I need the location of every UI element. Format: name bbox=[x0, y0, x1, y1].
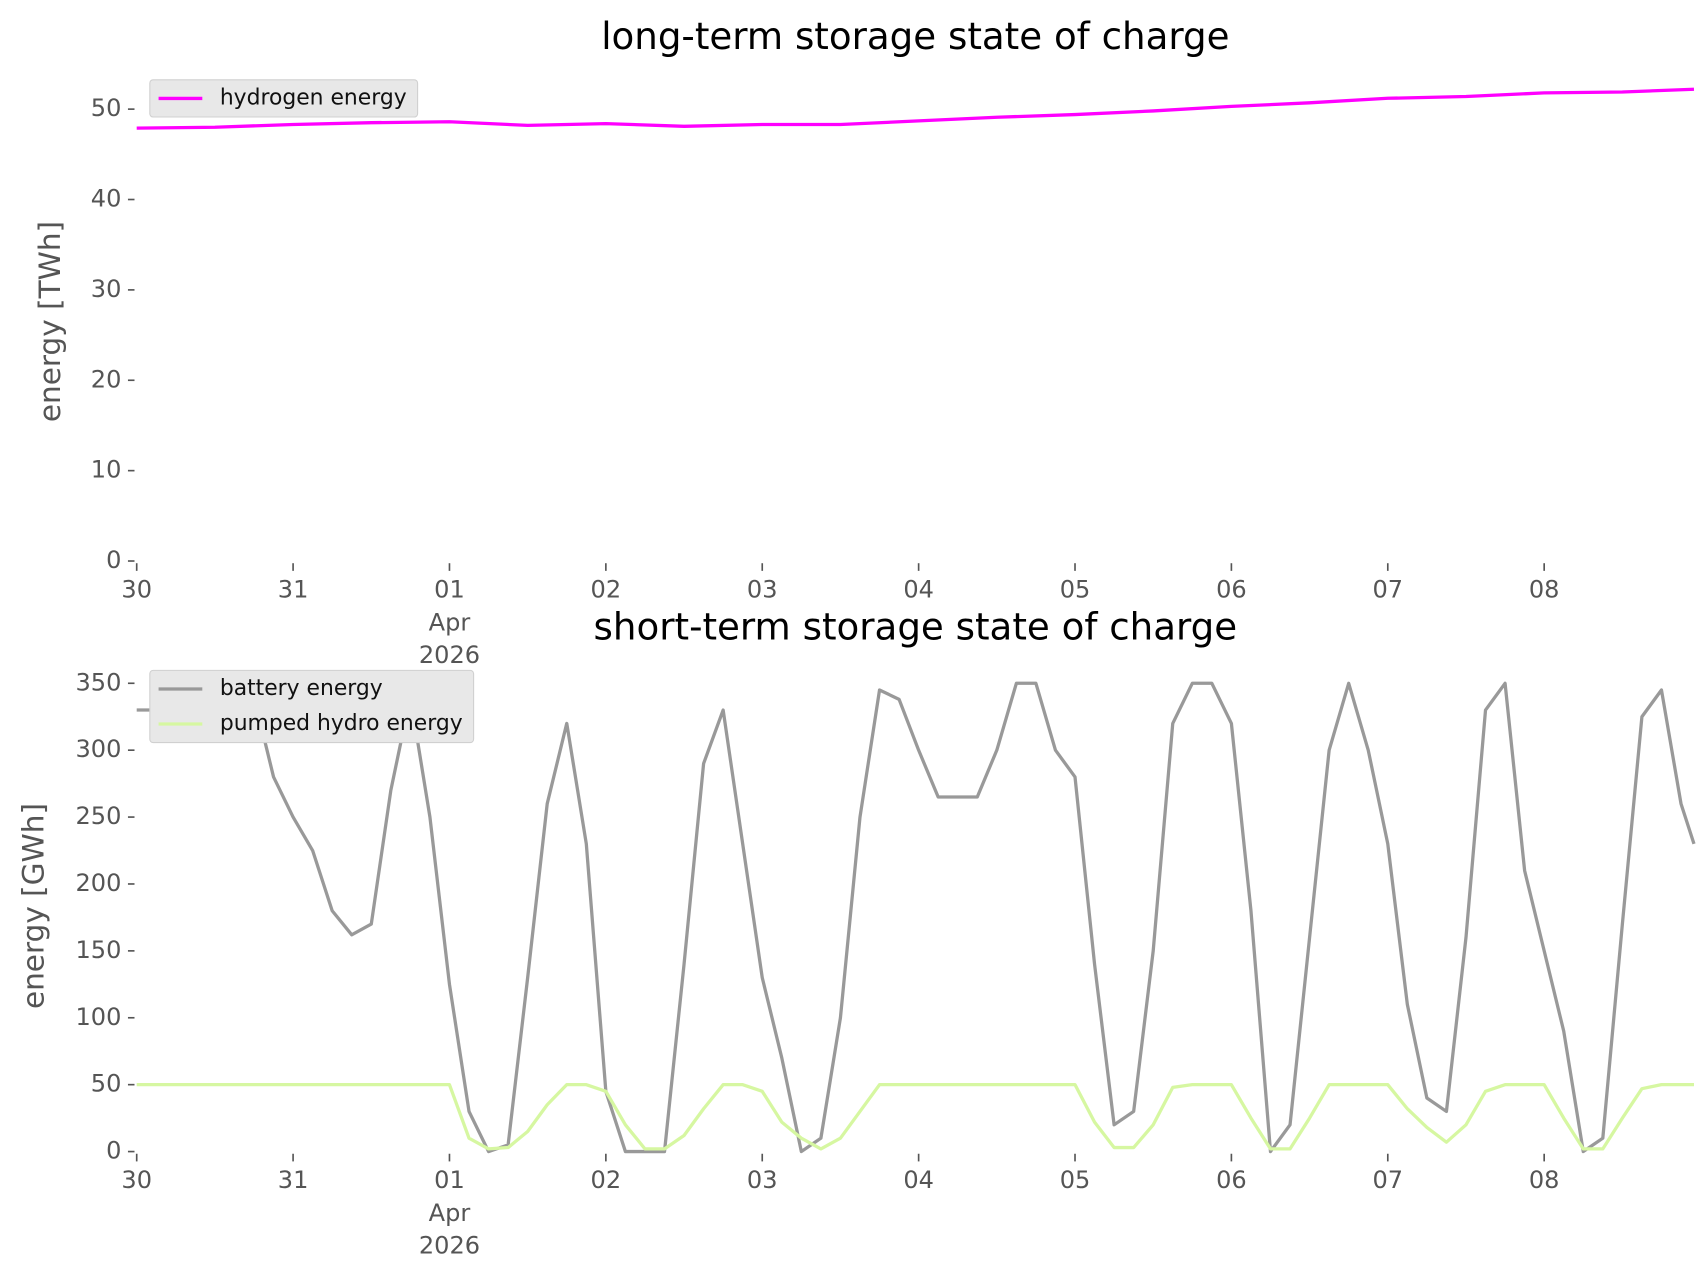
x-tick-label: 01 Apr 2026 bbox=[419, 576, 480, 670]
y-tick-label: 100 bbox=[75, 1003, 121, 1031]
series-line bbox=[136, 87, 1695, 130]
figure-body: long-term storage state of charge energy … bbox=[16, 14, 1696, 1260]
y-tick-label: 50 bbox=[91, 94, 122, 122]
x-tick-label: 04 bbox=[903, 1166, 934, 1194]
x-tick-label: 08 bbox=[1529, 576, 1560, 604]
series-line bbox=[136, 1083, 1694, 1151]
legend: battery energy pumped hydro energy bbox=[149, 669, 475, 744]
y-axis-label: energy [TWh] bbox=[33, 221, 67, 422]
y-tick-label: 0 bbox=[106, 1137, 121, 1165]
y-tick-label: 150 bbox=[75, 936, 121, 964]
x-tick-label: 03 bbox=[747, 576, 778, 604]
x-tick-label: 05 bbox=[1060, 1166, 1091, 1194]
x-tick-label: 30 bbox=[121, 576, 152, 604]
series-line bbox=[136, 681, 1696, 1154]
legend-label: hydrogen energy bbox=[220, 85, 407, 110]
y-tick-label: 20 bbox=[91, 365, 122, 393]
x-tick-label: 02 bbox=[591, 576, 622, 604]
x-tick-label: 06 bbox=[1216, 1166, 1247, 1194]
x-tick-label: 31 bbox=[278, 576, 309, 604]
y-tick-label: 0 bbox=[106, 546, 121, 574]
y-axis-label: energy [GWh] bbox=[16, 803, 50, 1009]
y-tick-label: 250 bbox=[75, 802, 121, 830]
y-tick-label: 50 bbox=[91, 1070, 122, 1098]
y-tick-label: 10 bbox=[91, 456, 122, 484]
x-tick-label: 30 bbox=[121, 1166, 152, 1194]
x-tick-label: 05 bbox=[1060, 576, 1091, 604]
x-tick-label: 31 bbox=[278, 1166, 309, 1194]
x-tick-label: 07 bbox=[1372, 1166, 1403, 1194]
y-tick-label: 200 bbox=[75, 869, 121, 897]
y-tick-label: 40 bbox=[91, 185, 122, 213]
legend-label: battery energy bbox=[220, 676, 383, 701]
x-tick-label: 02 bbox=[591, 1166, 622, 1194]
legend-label: pumped hydro energy bbox=[220, 711, 463, 736]
x-tick-label: 08 bbox=[1529, 1166, 1560, 1194]
x-tick-label: 03 bbox=[747, 1166, 778, 1194]
x-tick-label: 06 bbox=[1216, 576, 1247, 604]
y-tick-label: 350 bbox=[75, 668, 121, 696]
legend-box bbox=[149, 79, 419, 118]
y-tick-label: 30 bbox=[91, 275, 122, 303]
chart-title: long-term storage state of charge bbox=[601, 14, 1229, 58]
x-tick-label: 04 bbox=[903, 576, 934, 604]
legend: hydrogen energy bbox=[149, 79, 419, 118]
y-tick-label: 300 bbox=[75, 735, 121, 763]
x-tick-label: 01 Apr 2026 bbox=[419, 1166, 480, 1260]
legend-box bbox=[149, 669, 475, 744]
x-tick-label: 07 bbox=[1372, 576, 1403, 604]
chart-title: short-term storage state of charge bbox=[594, 604, 1238, 648]
